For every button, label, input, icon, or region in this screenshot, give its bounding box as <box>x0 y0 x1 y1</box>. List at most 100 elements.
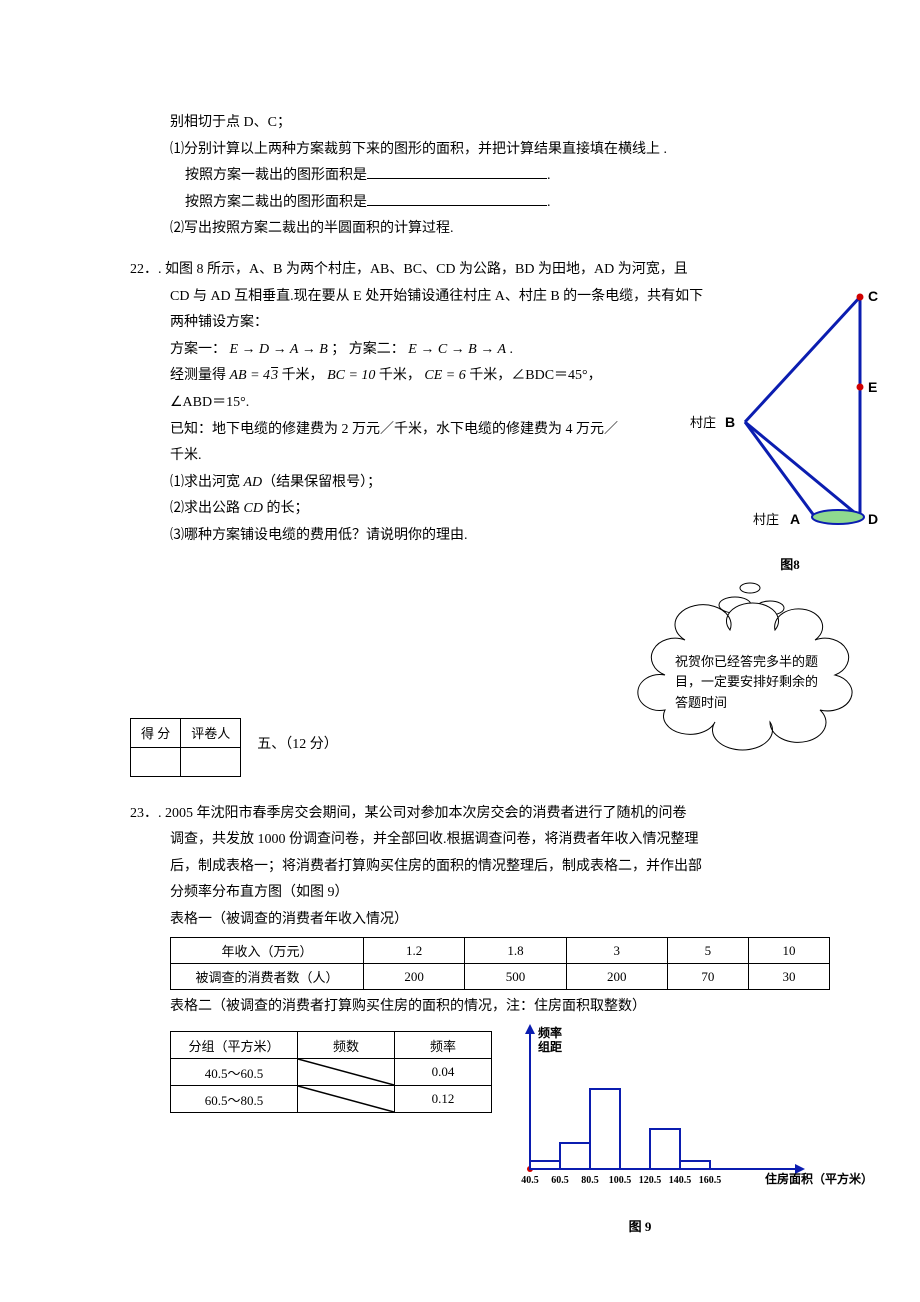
q23-p4: 分频率分布直方图（如图 9） <box>170 880 840 907</box>
table-row: 被调查的消费者数（人） 200 500 200 70 30 <box>171 964 830 990</box>
table-row: 60.5～80.5 0.12 <box>171 1086 492 1113</box>
q23-p2: 调查，共发放 1000 份调查问卷，并全部回收.根据调查问卷，将消费者年收入情况… <box>170 827 840 854</box>
q22-p5a: 经测量得 <box>170 368 230 383</box>
svg-text:100.5: 100.5 <box>609 1175 632 1186</box>
q22-p5e: 千米， <box>379 368 421 383</box>
label-A2: A <box>790 511 800 527</box>
blank-1[interactable] <box>367 164 547 179</box>
q23-p1: 2005 年沈阳市春季房交会期间，某公司对参加本次房交会的消费者进行了随机的问卷 <box>165 806 687 821</box>
t2-c: 40.5～60.5 <box>171 1059 298 1086</box>
svg-text:60.5: 60.5 <box>551 1175 569 1186</box>
table-row: 分组（平方米） 频数 频率 <box>171 1032 492 1059</box>
cloud-t1: 祝贺你已经答完多半的题 <box>675 652 855 673</box>
q23-t2-title: 表格二（被调查的消费者打算购买住房的面积的情况，注：住房面积取整数） <box>170 994 840 1021</box>
label-D: D <box>868 511 878 527</box>
freq-table: 分组（平方米） 频数 频率 40.5～60.5 0.04 60.5～80.5 0… <box>170 1031 492 1113</box>
table-row: 得 分 评卷人 <box>131 718 241 747</box>
intro-l4-row: 按照方案二裁出的图形面积是. <box>185 190 840 217</box>
figure-8-svg: C E 村庄 B 村庄 A D <box>690 287 890 547</box>
histogram: 频率组距40.560.580.5100.5120.5140.5160.5住房面积… <box>490 1019 910 1235</box>
q22-p1: 如图 8 所示，A、B 为两个村庄，AB、BC、CD 为公路，BD 为田地，AD… <box>165 262 688 277</box>
q23-row1: 23．. 2005 年沈阳市春季房交会期间，某公司对参加本次房交会的消费者进行了… <box>130 801 840 828</box>
t1-c: 10 <box>748 938 829 964</box>
figure-8-caption: 图8 <box>690 554 890 573</box>
reviewer-cell[interactable] <box>181 747 241 776</box>
dot-E <box>857 383 864 390</box>
q22-p4a: 方案一： <box>170 342 226 357</box>
score-table: 得 分 评卷人 <box>130 718 241 777</box>
t1-c: 被调查的消费者数（人） <box>171 964 364 990</box>
line-CB <box>745 297 860 422</box>
t1-c: 500 <box>465 964 566 990</box>
t2-strike <box>298 1086 395 1113</box>
t2-c: 60.5～80.5 <box>171 1086 298 1113</box>
q22-p5f: CE = 6 <box>424 368 465 383</box>
intro-l3-row: 按照方案一裁出的图形面积是. <box>185 163 840 190</box>
q22-row1: 22．. 如图 8 所示，A、B 为两个村庄，AB、BC、CD 为公路，BD 为… <box>130 257 840 284</box>
t2-c: 0.12 <box>395 1086 492 1113</box>
river-ellipse <box>812 510 864 524</box>
intro-l3: 按照方案一裁出的图形面积是 <box>185 168 367 183</box>
label-E: E <box>868 379 877 395</box>
dot-C <box>857 293 864 300</box>
t2-strike <box>298 1059 395 1086</box>
q22-p5g: 千米，∠BDC＝45°， <box>469 368 601 383</box>
svg-text:80.5: 80.5 <box>581 1175 599 1186</box>
blank-2[interactable] <box>367 191 547 206</box>
label-C: C <box>868 288 878 304</box>
svg-text:住房面积（平方米）: 住房面积（平方米） <box>765 1171 873 1186</box>
q22-p5b: AB = 43 <box>230 368 279 383</box>
t1-c: 年收入（万元） <box>171 938 364 964</box>
label-B: 村庄 <box>690 415 716 430</box>
income-table: 年收入（万元） 1.2 1.8 3 5 10 被调查的消费者数（人） 200 5… <box>170 937 830 990</box>
t2-h: 频数 <box>298 1032 395 1059</box>
t2-c: 0.04 <box>395 1059 492 1086</box>
t2-h: 频率 <box>395 1032 492 1059</box>
label-B2: B <box>725 414 735 430</box>
figure-8: C E 村庄 B 村庄 A D 图8 <box>690 287 890 573</box>
svg-text:140.5: 140.5 <box>669 1175 692 1186</box>
score-cell[interactable] <box>131 747 181 776</box>
q22-p4d: E → C → B → A <box>408 342 506 357</box>
score-h1: 得 分 <box>131 718 181 747</box>
section-5-header: 祝贺你已经答完多半的题 目，一定要安排好剩余的 答题时间 得 分 评卷人 五、（… <box>130 710 840 777</box>
q22-p4e: . <box>510 342 514 357</box>
q23-p3: 后，制成表格一；将消费者打算购买住房的面积的情况整理后，制成表格二，并作出部 <box>170 854 840 881</box>
q22-p5c: 千米， <box>282 368 324 383</box>
table-row: 年收入（万元） 1.2 1.8 3 5 10 <box>171 938 830 964</box>
table-row <box>131 747 241 776</box>
svg-text:120.5: 120.5 <box>639 1175 662 1186</box>
table-row: 40.5～60.5 0.04 <box>171 1059 492 1086</box>
section-5-title: 五、（12 分） <box>257 733 338 753</box>
histogram-svg: 频率组距40.560.580.5100.5120.5140.5160.5住房面积… <box>490 1019 910 1209</box>
t1-c: 1.8 <box>465 938 566 964</box>
svg-text:组距: 组距 <box>538 1039 562 1054</box>
t2-h: 分组（平方米） <box>171 1032 298 1059</box>
cloud-callout: 祝贺你已经答完多半的题 目，一定要安排好剩余的 答题时间 <box>630 580 890 760</box>
q22: 22．. 如图 8 所示，A、B 为两个村庄，AB、BC、CD 为公路，BD 为… <box>130 257 840 550</box>
q23: 23．. 2005 年沈阳市春季房交会期间，某公司对参加本次房交会的消费者进行了… <box>130 801 840 1222</box>
page: 别相切于点 D、C； ⑴分别计算以上两种方案裁剪下来的图形的面积，并把计算结果直… <box>0 0 920 1261</box>
score-h2: 评卷人 <box>181 718 241 747</box>
intro-l2: ⑴分别计算以上两种方案裁剪下来的图形的面积，并把计算结果直接填在横线上 . <box>170 137 840 164</box>
intro-l5: ⑵写出按照方案二裁出的半圆面积的计算过程. <box>170 216 840 243</box>
cloud-t2: 目，一定要安排好剩余的 <box>675 672 855 693</box>
svg-text:频率: 频率 <box>538 1025 562 1040</box>
intro-l1: 别相切于点 D、C； <box>170 110 840 137</box>
t1-c: 30 <box>748 964 829 990</box>
t1-c: 5 <box>667 938 748 964</box>
label-A: 村庄 <box>753 512 779 527</box>
q22-p4b: E → D → A → B <box>230 342 328 357</box>
t1-c: 200 <box>566 964 667 990</box>
q22-p5d: BC = 10 <box>327 368 375 383</box>
q23-num: 23．. <box>130 806 162 821</box>
svg-text:160.5: 160.5 <box>699 1175 722 1186</box>
t1-c: 70 <box>667 964 748 990</box>
q22-p4c: ； 方案二： <box>331 342 405 357</box>
t1-c: 1.2 <box>364 938 465 964</box>
cloud-text: 祝贺你已经答完多半的题 目，一定要安排好剩余的 答题时间 <box>675 652 855 714</box>
q22-num: 22．. <box>130 262 162 277</box>
figure-9-caption: 图 9 <box>370 1216 910 1235</box>
line-BD <box>745 422 860 517</box>
q23-t1-title: 表格一（被调查的消费者年收入情况） <box>170 907 840 934</box>
